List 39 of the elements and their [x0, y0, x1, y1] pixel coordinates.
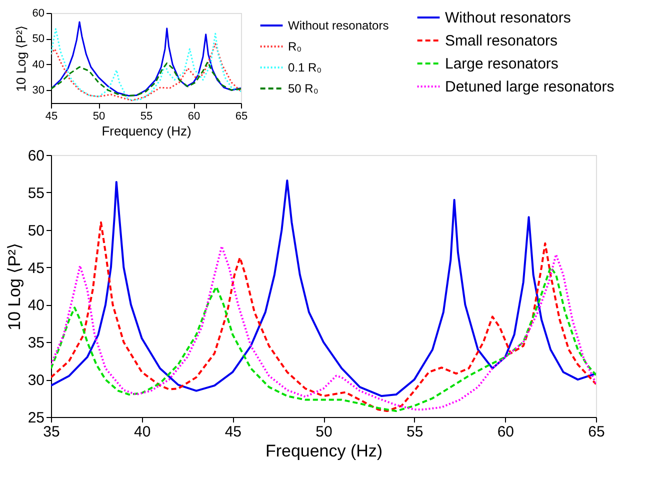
x-tick-label: 45 — [45, 110, 58, 122]
x-tick-label: 55 — [140, 110, 153, 122]
y-tick-label: 25 — [28, 410, 44, 426]
y-axis-title: 10 Log ⟨P²⟩ — [13, 25, 28, 92]
legend-label: Without resonators — [288, 18, 389, 32]
x-axis-title: Frequency (Hz) — [102, 124, 192, 138]
x-tick-label: 65 — [588, 424, 605, 440]
y-tick-label: 45 — [28, 260, 44, 277]
x-tick-label: 35 — [43, 424, 60, 440]
y-tick-label: 40 — [28, 297, 44, 314]
x-tick-label: 60 — [497, 424, 514, 440]
y-tick-label: 30 — [28, 372, 44, 390]
legend-label: Without resonators — [445, 10, 571, 26]
y-tick-label: 35 — [28, 334, 44, 352]
legend-label: Small resonators — [445, 32, 558, 50]
y-tick-label: 30 — [32, 84, 44, 97]
legend-label: Large resonators — [445, 56, 558, 72]
y-tick-label: 60 — [32, 8, 44, 20]
legend-label: R₀ — [288, 40, 302, 54]
x-tick-label: 60 — [188, 110, 200, 122]
y-tick-label: 40 — [32, 58, 44, 71]
y-tick-label: 55 — [28, 184, 44, 202]
legend-label: Detuned large resonators — [445, 78, 614, 96]
line-series — [51, 179, 596, 398]
x-tick-label: 65 — [235, 110, 248, 122]
x-tick-label: 55 — [406, 424, 424, 440]
x-tick-label: 50 — [92, 110, 106, 122]
line-series — [51, 43, 241, 102]
y-axis-title: 10 Log ⟨P²⟩ — [4, 242, 24, 330]
line-series — [51, 61, 241, 97]
x-tick-label: 40 — [134, 424, 151, 440]
x-axis-title: Frequency (Hz) — [265, 442, 383, 460]
y-tick-label: 50 — [28, 222, 44, 240]
legend-label: 50 R₀ — [288, 82, 318, 96]
legend-label: 0.1 R₀ — [288, 60, 322, 74]
x-tick-label: 45 — [224, 424, 242, 440]
y-tick-label: 60 — [28, 148, 44, 164]
x-tick-label: 50 — [316, 424, 332, 440]
y-tick-label: 50 — [32, 33, 44, 46]
